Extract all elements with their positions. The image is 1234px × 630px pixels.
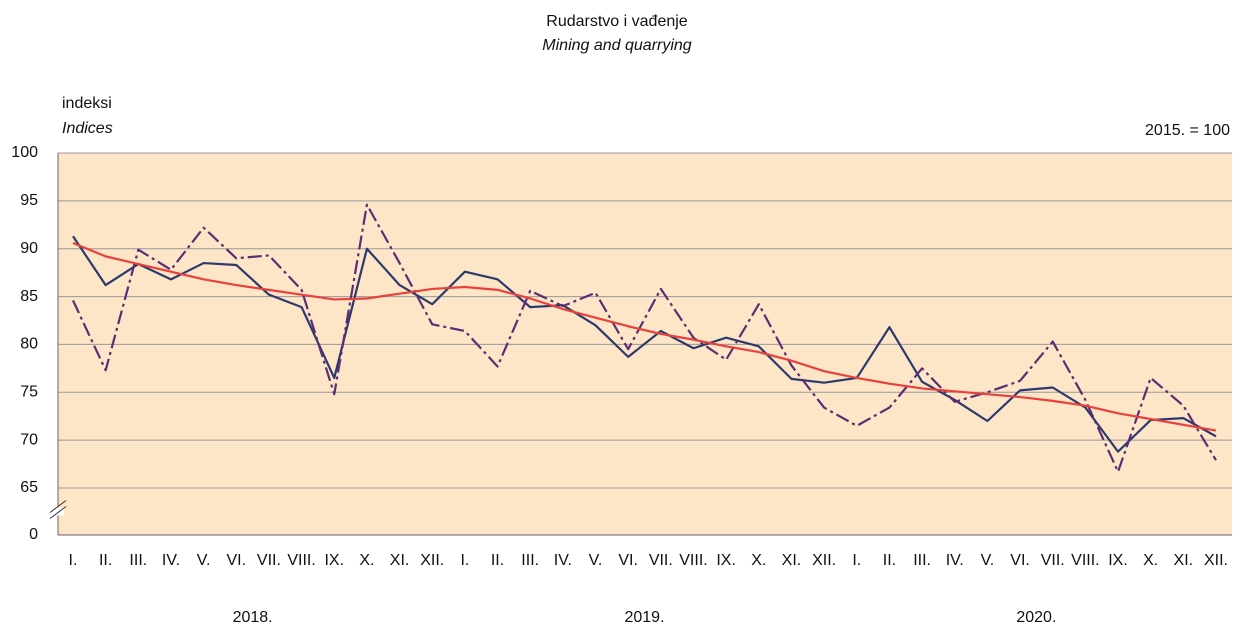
x-tick-label: III. [913,552,931,569]
x-tick-label: I. [460,552,469,569]
series-line [72,203,1217,473]
y-tick-label: 90 [20,240,38,257]
x-tick-label: X. [359,552,374,569]
x-tick-label: VIII. [679,552,707,569]
x-tick-label: VI. [1010,552,1030,569]
chart-subtitle: Mining and quarrying [542,37,692,54]
x-tick-label: II. [883,552,896,569]
y-tick-label: 80 [20,336,38,353]
x-tick-label: VIII. [287,552,315,569]
y-tick-label: 65 [20,479,38,496]
x-tick-label: XI. [782,552,802,569]
x-tick-label: X. [1143,552,1158,569]
x-tick-label: XI. [1174,552,1194,569]
x-tick-label: I. [852,552,861,569]
x-tick-label: V. [589,552,603,569]
x-tick-label: X. [751,552,766,569]
series-line [72,241,1217,432]
x-tick-label: IX. [1108,552,1128,569]
x-tick-label: XI. [390,552,410,569]
x-tick-label: VII. [649,552,673,569]
year-label: 2020. [1016,609,1056,626]
annotation: 2015. = 100 [1145,122,1230,139]
x-tick-label: VII. [1041,552,1065,569]
chart-title: Rudarstvo i vađenje [546,13,688,30]
axis-break [49,506,67,519]
x-tick-label: XII. [812,552,836,569]
y-axis-label-en: Indices [62,120,113,137]
y-axis-label: indeksi [62,95,112,112]
y-tick-label: 85 [20,288,38,305]
x-tick-label: IX. [716,552,736,569]
x-tick-label: VI. [227,552,247,569]
axis-break-gap [52,507,64,516]
year-label: 2018. [233,609,273,626]
x-tick-label: IV. [554,552,572,569]
y-tick-label: 100 [11,144,38,161]
x-tick-label: IV. [946,552,964,569]
x-tick-label: VIII. [1071,552,1099,569]
x-tick-label: VII. [257,552,281,569]
x-tick-label: IV. [162,552,180,569]
x-tick-label: VI. [618,552,638,569]
x-tick-label: V. [197,552,211,569]
x-tick-label: I. [69,552,78,569]
x-tick-label: III. [129,552,147,569]
y-tick-label: 0 [29,526,38,543]
year-label: 2019. [624,609,664,626]
axis-break [49,500,67,513]
x-tick-label: IX. [324,552,344,569]
x-tick-label: II. [491,552,504,569]
x-tick-label: III. [521,552,539,569]
x-tick-label: II. [99,552,112,569]
y-tick-label: 95 [20,192,38,209]
y-tick-label: 70 [20,431,38,448]
x-tick-label: XII. [1204,552,1228,569]
x-tick-label: XII. [420,552,444,569]
x-tick-label: V. [981,552,995,569]
y-tick-label: 75 [20,384,38,401]
